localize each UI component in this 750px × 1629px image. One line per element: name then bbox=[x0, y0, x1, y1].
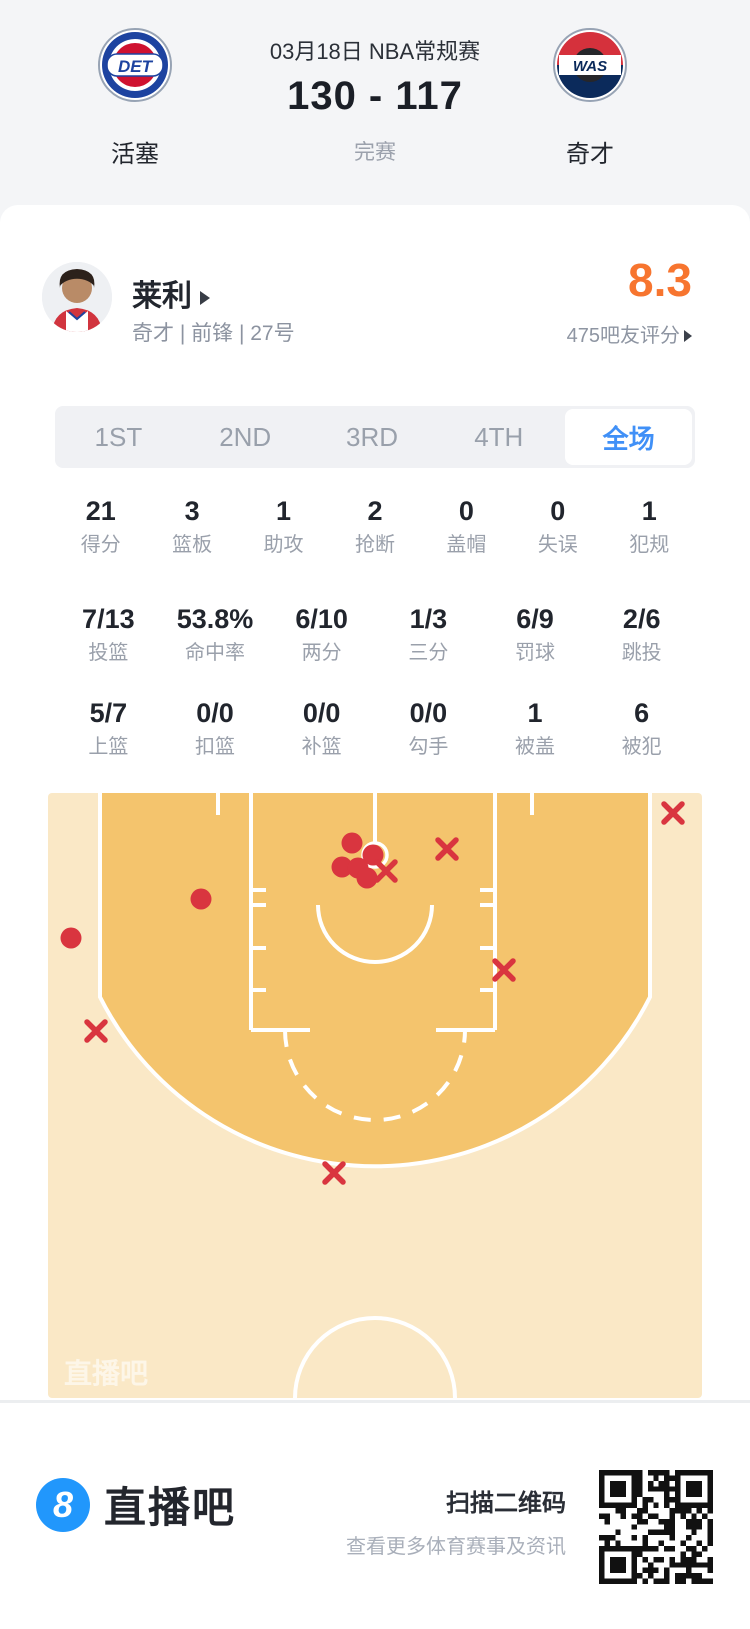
stat-points: 21 得分 bbox=[80, 496, 121, 556]
stat-tipin: 0/0 补篮 bbox=[301, 698, 342, 758]
missed-shot-marker bbox=[661, 801, 685, 825]
stat-dunk: 0/0 扣篮 bbox=[195, 698, 235, 758]
stat-rebounds: 3 篮板 bbox=[172, 496, 213, 556]
made-shot-marker bbox=[60, 927, 82, 949]
stat-turnovers: 0 失误 bbox=[537, 496, 578, 556]
tab-2nd[interactable]: 2ND bbox=[219, 421, 272, 452]
stat-blocks: 0 盖帽 bbox=[446, 496, 487, 556]
stat-fouls: 1 犯规 bbox=[629, 496, 670, 556]
stat-assists: 1 助攻 bbox=[263, 496, 304, 556]
qr-code bbox=[599, 1470, 713, 1584]
made-shot-marker bbox=[356, 867, 378, 889]
tab-full-game[interactable]: 全场 bbox=[565, 409, 692, 465]
stat-2pt: 6/10 两分 bbox=[295, 604, 348, 664]
stat-ft: 6/9 罚球 bbox=[515, 604, 556, 664]
footer-divider bbox=[0, 1400, 750, 1403]
stats-row-shooting: 7/13 投篮 53.8% 命中率 6/10 两分 1/3 三分 6/9 罚球 2/6 跳投 bbox=[55, 604, 695, 665]
player-stats-card: 莱利 奇才 | 前锋 | 27号 8.3 475吧友评分 1ST 2ND 3RD… bbox=[0, 205, 750, 1400]
quarter-tabs: 1ST 2ND 3RD 4TH 全场 bbox=[55, 406, 695, 468]
match-header: 03月18日 NBA常规赛 130 - 117 完赛 DET 活塞 WAS bbox=[0, 0, 750, 230]
tab-1st[interactable]: 1ST bbox=[94, 421, 143, 452]
match-score: 130 - 117 bbox=[287, 74, 463, 118]
missed-shot-marker bbox=[374, 859, 398, 883]
stats-row-shot-types: 5/7 上篮 0/0 扣篮 0/0 补篮 0/0 勾手 1 被盖 6 被犯 bbox=[55, 698, 695, 759]
stat-fg-pct: 53.8% 命中率 bbox=[176, 604, 254, 664]
name-arrow-icon bbox=[200, 291, 210, 306]
rating-count-link[interactable]: 475吧友评分 bbox=[567, 319, 692, 348]
shot-markers bbox=[60, 801, 685, 1185]
rating-count-label: 475吧友评分 bbox=[566, 325, 680, 347]
player-name: 莱利 bbox=[132, 280, 192, 313]
made-shot-marker bbox=[190, 888, 212, 910]
stat-fg: 7/13 投篮 bbox=[82, 604, 135, 664]
stat-steals: 2 抢断 bbox=[354, 496, 395, 556]
match-date: 03月18日 NBA常规赛 bbox=[269, 39, 481, 64]
made-shot-marker bbox=[331, 856, 353, 878]
zhibo8-brand: 8 直播吧 bbox=[36, 1474, 236, 1535]
wizards-team-logo-icon: WAS bbox=[553, 28, 627, 102]
player-rating: 8.3 bbox=[628, 254, 692, 306]
stats-row-basic: 21 得分 3 篮板 1 助攻 2 抢断 0 盖帽 0 失误 1 犯规 bbox=[55, 496, 695, 557]
away-team-name: 奇才 bbox=[566, 141, 614, 168]
stat-fouled: 6 被犯 bbox=[621, 698, 662, 758]
stat-blocked: 1 被盖 bbox=[515, 698, 556, 758]
player-name-row[interactable]: 莱利 bbox=[132, 271, 210, 315]
shot-chart-court: 直播吧 bbox=[48, 793, 702, 1398]
missed-shot-marker bbox=[322, 1161, 346, 1185]
scan-text-block: 扫描二维码 查看更多体育赛事及资讯 bbox=[346, 1483, 566, 1559]
scan-subtitle: 查看更多体育赛事及资讯 bbox=[346, 1536, 566, 1558]
home-team-name: 活塞 bbox=[111, 141, 159, 168]
match-status: 完赛 bbox=[354, 141, 396, 164]
made-shot-marker bbox=[341, 832, 363, 854]
tab-3rd[interactable]: 3RD bbox=[345, 421, 398, 452]
missed-shot-marker bbox=[435, 837, 459, 861]
stat-3pt: 1/3 三分 bbox=[408, 604, 449, 664]
missed-shot-marker bbox=[492, 958, 516, 982]
player-meta: 奇才 | 前锋 | 27号 bbox=[132, 322, 295, 345]
svg-text:DET: DET bbox=[118, 57, 154, 76]
court-watermark: 直播吧 bbox=[64, 1358, 148, 1389]
tab-4th[interactable]: 4TH bbox=[474, 421, 524, 452]
pistons-team-logo-icon: DET bbox=[98, 28, 172, 102]
stat-jumpshot: 2/6 跳投 bbox=[621, 604, 662, 664]
zhibo8-logo-icon: 8 bbox=[36, 1477, 90, 1532]
svg-text:WAS: WAS bbox=[573, 58, 607, 75]
stat-hook: 0/0 勾手 bbox=[408, 698, 449, 758]
scan-title: 扫描二维码 bbox=[446, 1490, 566, 1517]
brand-name: 直播吧 bbox=[104, 1484, 237, 1531]
app-footer: 8 直播吧 扫描二维码 查看更多体育赛事及资讯 bbox=[0, 1403, 750, 1629]
missed-shot-marker bbox=[84, 1019, 108, 1043]
player-avatar[interactable] bbox=[42, 262, 112, 332]
stat-layup: 5/7 上篮 bbox=[88, 698, 129, 758]
rating-arrow-icon bbox=[684, 330, 692, 342]
